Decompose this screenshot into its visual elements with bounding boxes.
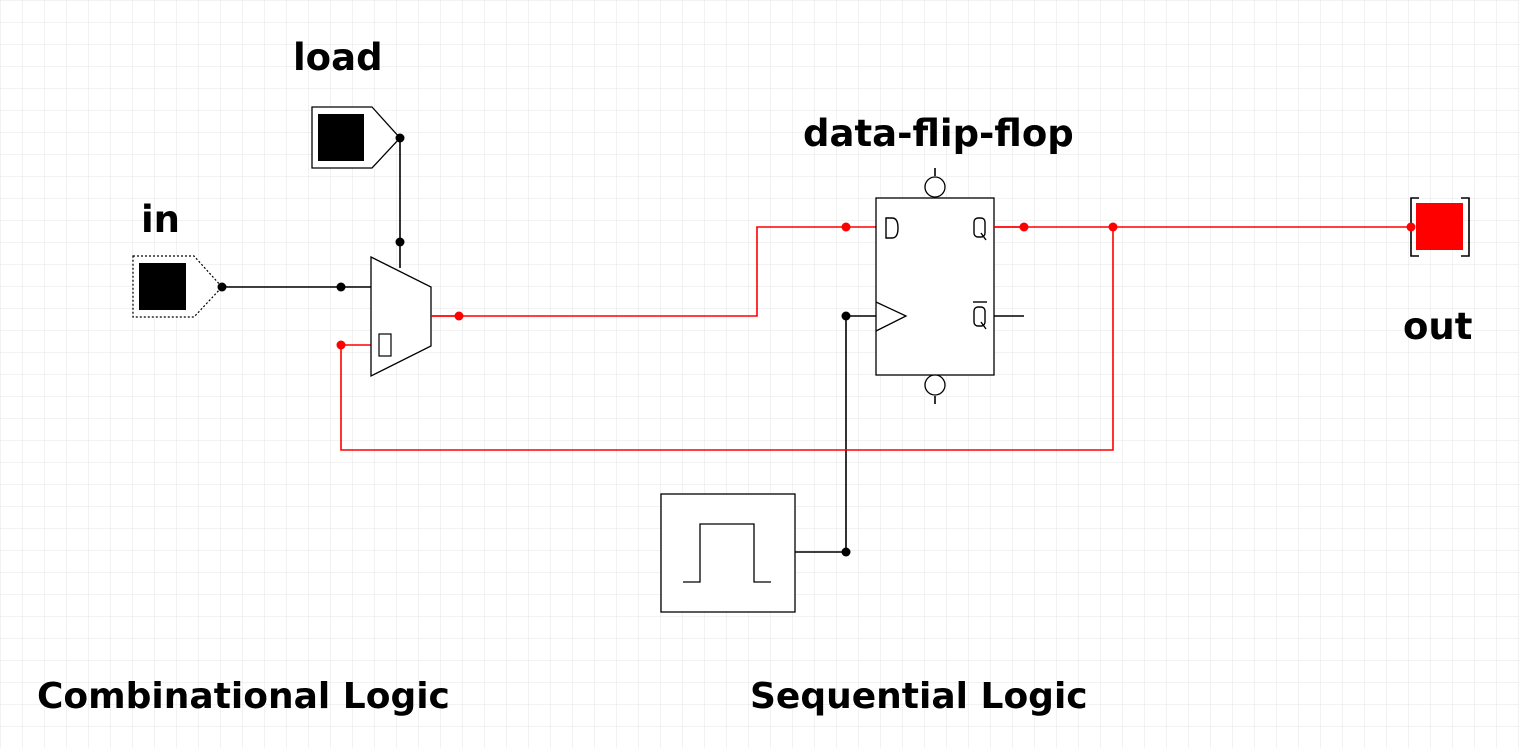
junction-dots: [217, 133, 1416, 557]
load-label: load: [293, 36, 383, 79]
mux-select-indicator: [378, 333, 392, 357]
junction-dot: [454, 311, 464, 321]
in-pin-state[interactable]: [139, 263, 186, 310]
junction-dot: [841, 311, 851, 321]
out-pin-state: [1416, 203, 1463, 250]
active-wires: [340, 226, 1411, 451]
junction-dot: [217, 282, 227, 292]
junction-dot: [1406, 222, 1416, 232]
junction-dot: [841, 547, 851, 557]
out-label: out: [1403, 305, 1472, 348]
junction-dot: [1108, 222, 1118, 232]
clock-source[interactable]: [660, 493, 796, 613]
junction-dot: [395, 237, 405, 247]
clock-waveform-icon: [683, 523, 771, 583]
load-input-pin[interactable]: [311, 106, 401, 169]
dff-d-pin-glyph: [885, 217, 899, 239]
junction-dot: [841, 222, 851, 232]
in-label: in: [141, 198, 180, 241]
wire-mux-to-d[interactable]: [431, 226, 876, 317]
load-pin-state[interactable]: [318, 114, 364, 161]
mux-body: [370, 255, 432, 378]
dff-body: [875, 197, 995, 376]
junction-dot: [395, 133, 405, 143]
combinational-logic-label: Combinational Logic: [37, 676, 450, 717]
junction-dot: [1019, 222, 1029, 232]
junction-dot: [336, 340, 346, 350]
junction-dot: [336, 282, 346, 292]
wire-feedback[interactable]: [340, 227, 1114, 451]
out-output-pin[interactable]: [1410, 197, 1470, 257]
dff-preset-bubble[interactable]: [924, 176, 946, 198]
dff-label: data-flip-flop: [803, 112, 1074, 155]
multiplexer[interactable]: [370, 255, 459, 378]
data-flip-flop[interactable]: [875, 176, 1024, 396]
dff-q-pin-glyph: [973, 217, 987, 241]
dff-clear-bubble[interactable]: [924, 374, 946, 396]
dff-qbar-pin-glyph: [973, 301, 987, 330]
sequential-logic-label: Sequential Logic: [750, 676, 1088, 717]
in-input-pin[interactable]: [132, 255, 223, 318]
dff-clock-triangle: [875, 301, 908, 332]
clock-body: [660, 493, 796, 613]
out-pin-frame: [1410, 197, 1470, 257]
